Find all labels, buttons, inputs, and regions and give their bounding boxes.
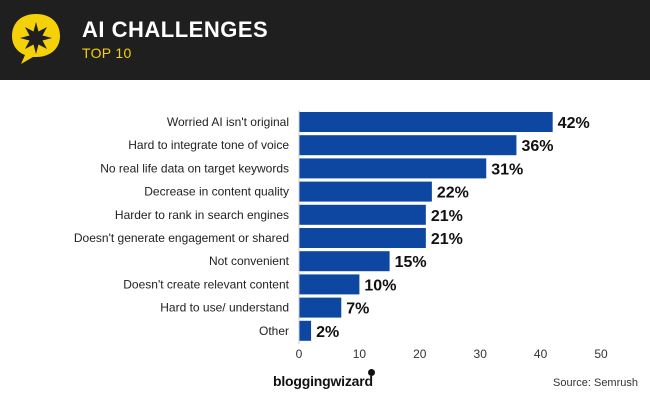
value-label: 42% xyxy=(558,115,590,132)
bar-chart: Worried AI isn't original 42% Hard to inte… xyxy=(74,110,608,361)
bar xyxy=(299,320,312,341)
bar xyxy=(299,274,360,295)
value-label: 36% xyxy=(521,138,553,155)
category-label: No real life data on target keywords xyxy=(100,161,289,175)
category-label: Doesn't generate engagement or shared xyxy=(74,231,289,245)
value-label: 2% xyxy=(316,324,339,341)
category-label: Hard to integrate tone of voice xyxy=(128,138,289,152)
value-label: 21% xyxy=(431,231,463,248)
star-bubble-icon xyxy=(12,14,60,64)
bar xyxy=(299,135,517,156)
x-tick-label: 10 xyxy=(353,347,367,361)
x-tick-label: 40 xyxy=(534,347,548,361)
source-note: Source: Semrush xyxy=(553,377,638,389)
x-tick-label: 50 xyxy=(594,347,608,361)
category-label: Doesn't create relevant content xyxy=(123,277,289,291)
value-label: 15% xyxy=(395,254,427,271)
x-tick-label: 20 xyxy=(413,347,427,361)
value-label: 31% xyxy=(491,161,523,178)
x-tick-label: 30 xyxy=(474,347,488,361)
category-label: Harder to rank in search engines xyxy=(115,208,289,222)
bar xyxy=(299,204,426,225)
value-label: 7% xyxy=(346,301,369,318)
category-label: Hard to use/ understand xyxy=(160,301,289,315)
bar xyxy=(299,181,432,202)
category-label: Decrease in content quality xyxy=(144,185,289,199)
value-label: 10% xyxy=(364,277,396,294)
page-title: AI CHALLENGES xyxy=(82,17,269,42)
x-tick-label: 0 xyxy=(296,347,303,361)
bar xyxy=(299,297,342,318)
header-bar: AI CHALLENGES TOP 10 xyxy=(0,0,650,80)
category-label: Worried AI isn't original xyxy=(167,115,289,129)
bar xyxy=(299,158,487,179)
category-label: Other xyxy=(259,324,289,338)
bar xyxy=(299,251,390,272)
bar xyxy=(299,228,426,248)
category-label: Not convenient xyxy=(209,254,290,268)
brand-dot-icon xyxy=(368,369,375,376)
page-subtitle: TOP 10 xyxy=(82,45,132,61)
brand-logo: bloggingwizard xyxy=(273,373,373,389)
bar xyxy=(299,112,553,132)
value-label: 22% xyxy=(437,185,469,202)
value-label: 21% xyxy=(431,208,463,225)
